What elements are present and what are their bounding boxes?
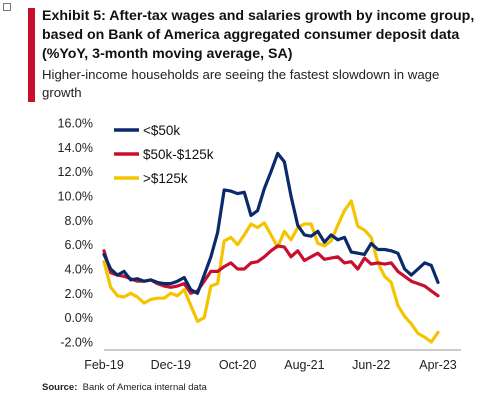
y-tick-label: 8.0% [65, 214, 94, 228]
y-tick-label: 10.0% [58, 190, 93, 204]
corner-marker [3, 3, 11, 11]
x-tick-label: Oct-20 [219, 358, 257, 372]
wage-growth-line-chart: 16.0% 14.0% 12.0% 10.0% 8.0% 6.0% 4.0% 2.0% 0.0%… [58, 117, 461, 372]
y-tick-label: 14.0% [58, 141, 93, 155]
chart-legend: <$50k $50k-$125k >$125k [114, 123, 214, 186]
source-note: Source: Bank of America internal data [42, 382, 207, 393]
y-tick-label: 4.0% [65, 263, 94, 277]
legend-label: <$50k [143, 123, 180, 138]
legend-label: >$125k [143, 171, 188, 186]
exhibit-title: Exhibit 5: After-tax wages and salaries … [42, 8, 475, 62]
legend-label: $50k-$125k [143, 147, 214, 162]
series-line [102, 151, 440, 295]
y-tick-label: 6.0% [65, 238, 94, 252]
title-accent-bar [28, 8, 35, 102]
source-text: Bank of America internal data [82, 382, 207, 393]
x-tick-label: Feb-19 [84, 358, 124, 372]
x-tick-label: Aug-21 [284, 358, 324, 372]
y-tick-label: 12.0% [58, 165, 93, 179]
x-tick-label: Dec-19 [151, 358, 191, 372]
y-tick-label: 16.0% [58, 117, 93, 131]
source-label: Source: [42, 382, 78, 393]
chart-axes: 16.0% 14.0% 12.0% 10.0% 8.0% 6.0% 4.0% 2.0% 0.0%… [58, 117, 461, 372]
x-tick-label: Jun-22 [352, 358, 390, 372]
chart-series [102, 151, 440, 344]
x-tick-label: Apr-23 [419, 358, 457, 372]
series-line [102, 244, 440, 298]
series-line [102, 199, 440, 344]
exhibit-subtitle: Higher-income households are seeing the … [42, 67, 440, 100]
y-tick-label: -2.0% [60, 336, 93, 350]
y-tick-label: 0.0% [65, 311, 94, 325]
y-tick-label: 2.0% [65, 287, 94, 301]
